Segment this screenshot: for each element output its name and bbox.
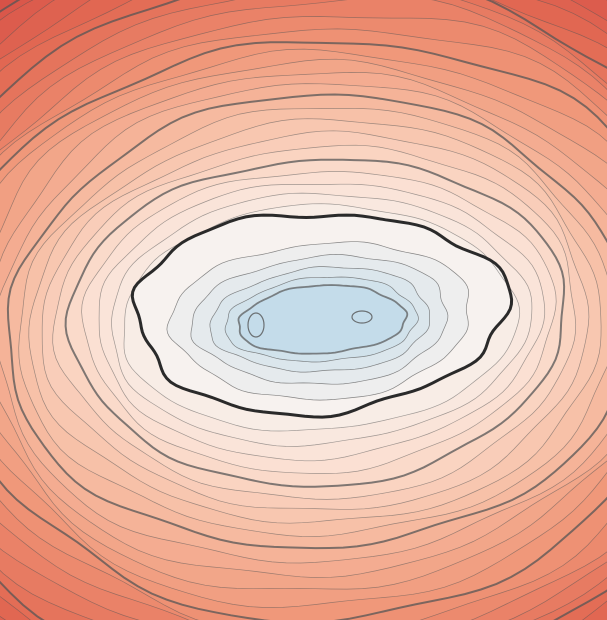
minimum-core (248, 313, 264, 337)
minimum-core (352, 311, 372, 323)
